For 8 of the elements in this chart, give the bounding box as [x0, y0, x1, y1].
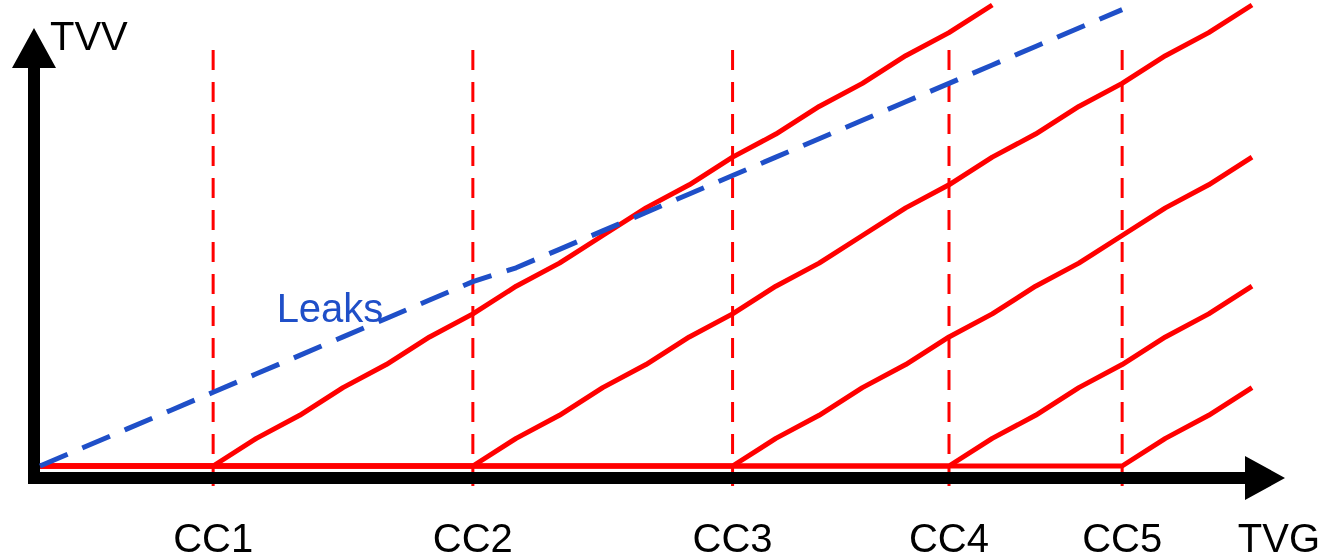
- x-tick-label: CC2: [432, 516, 513, 558]
- x-tick-label: CC4: [908, 516, 990, 558]
- annotation: Leaks: [276, 286, 384, 330]
- y-axis-title: TVV: [50, 14, 129, 58]
- x-tick-label: CC5: [1082, 516, 1163, 558]
- x-axis-title: TVG: [1237, 516, 1320, 558]
- x-tick-label: CC3: [692, 516, 773, 558]
- x-tick-label: CC1: [173, 516, 254, 558]
